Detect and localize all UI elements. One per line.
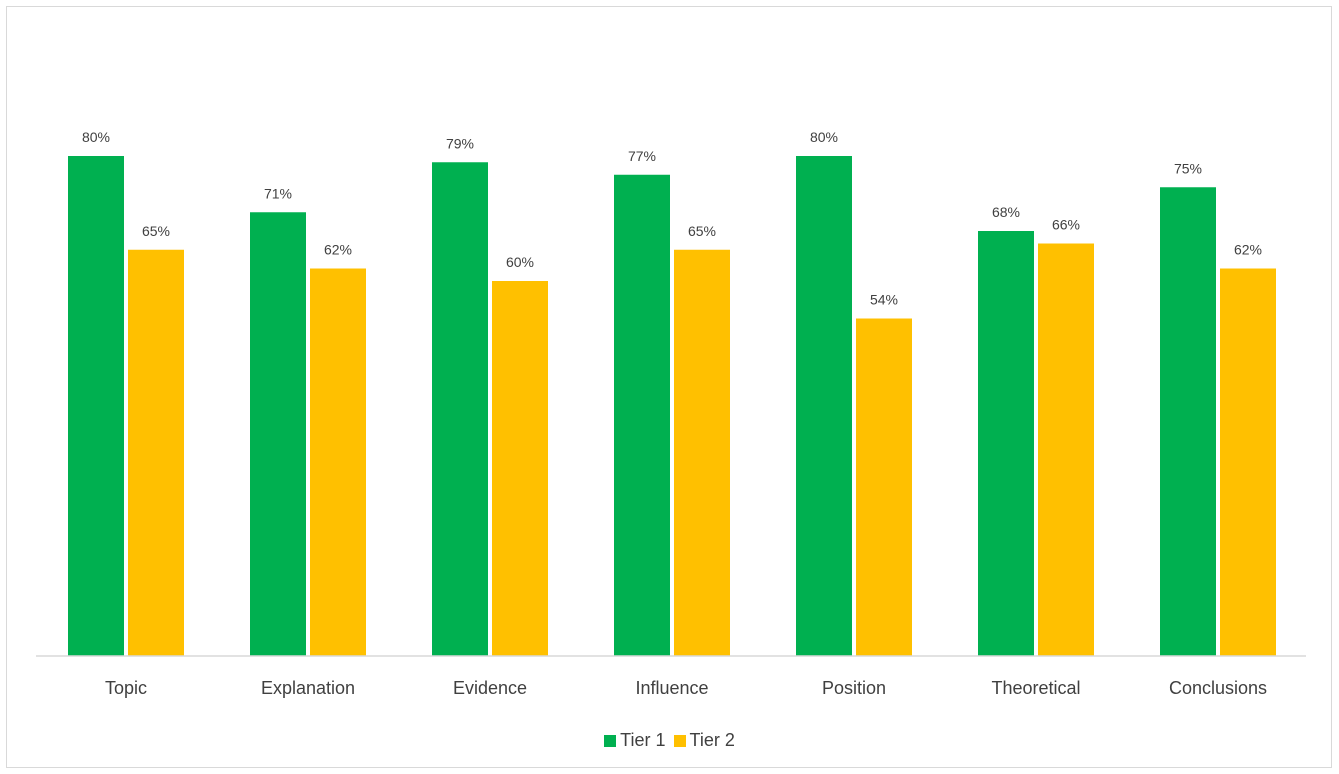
data-label-explanation-series-2: 62% (324, 242, 352, 258)
data-label-influence-series-1: 77% (628, 148, 656, 164)
legend-item-tier-2: Tier 2 (673, 730, 735, 751)
data-label-position-series-2: 54% (870, 292, 898, 308)
data-label-influence-series-2: 65% (688, 223, 716, 239)
x-tick-label-conclusions: Conclusions (1169, 678, 1267, 698)
data-label-topic-series-1: 80% (82, 129, 110, 145)
legend-swatch-tier-2 (673, 734, 686, 747)
legend-swatch-tier-1 (604, 734, 617, 747)
bar-explanation-series-2 (310, 268, 366, 656)
data-label-conclusions-series-1: 75% (1174, 160, 1202, 176)
legend-label-tier-2: Tier 2 (689, 730, 735, 750)
data-label-theoretical-series-1: 68% (992, 204, 1020, 220)
bar-conclusions-series-1 (1160, 187, 1216, 656)
data-label-topic-series-2: 65% (142, 223, 170, 239)
bar-topic-series-2 (128, 249, 184, 656)
legend: Tier 1 Tier 2 (0, 730, 1339, 751)
bar-explanation-series-1 (250, 212, 306, 656)
bar-evidence-series-1 (432, 162, 488, 656)
data-label-theoretical-series-2: 66% (1052, 217, 1080, 233)
x-tick-label-influence: Influence (635, 678, 708, 698)
x-tick-label-position: Position (822, 678, 886, 698)
data-label-explanation-series-1: 71% (264, 185, 292, 201)
x-tick-label-topic: Topic (105, 678, 147, 698)
bar-influence-series-1 (614, 174, 670, 656)
bar-theoretical-series-1 (978, 231, 1034, 656)
data-label-evidence-series-2: 60% (506, 254, 534, 270)
bar-position-series-1 (796, 156, 852, 656)
bar-evidence-series-2 (492, 281, 548, 656)
bar-influence-series-2 (674, 249, 730, 656)
data-label-conclusions-series-2: 62% (1234, 242, 1262, 258)
bar-theoretical-series-2 (1038, 243, 1094, 656)
x-tick-label-explanation: Explanation (261, 678, 355, 698)
x-tick-label-theoretical: Theoretical (991, 678, 1080, 698)
data-label-position-series-1: 80% (810, 129, 838, 145)
bar-conclusions-series-2 (1220, 268, 1276, 656)
bar-position-series-2 (856, 318, 912, 656)
legend-item-tier-1: Tier 1 (604, 730, 666, 751)
bars-layer (68, 156, 1276, 656)
data-label-evidence-series-1: 79% (446, 135, 474, 151)
x-tick-labels-layer: Topic Explanation Evidence Influence Positio… (105, 678, 1267, 698)
data-labels-layer: 80% 65% 71% 62% 79% 60% 77% 65% 80% 54% 68% 66% 75% 6… (82, 129, 1262, 308)
legend-label-tier-1: Tier 1 (620, 730, 666, 750)
bar-topic-series-1 (68, 156, 124, 656)
x-tick-label-evidence: Evidence (453, 678, 527, 698)
